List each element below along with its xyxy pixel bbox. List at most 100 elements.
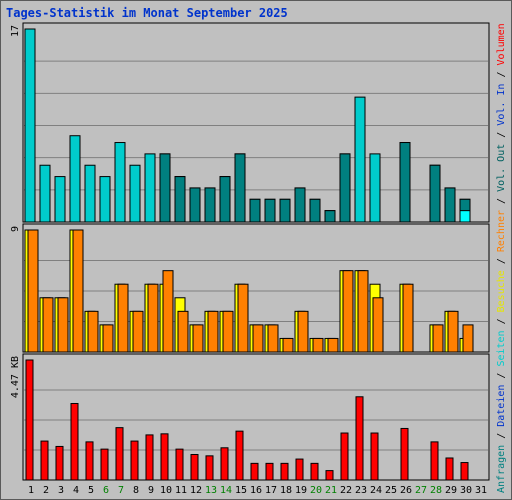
bar-sites-day-18 — [282, 337, 294, 353]
bar-files-day-10 — [159, 153, 171, 223]
day-label-17: 17 — [265, 485, 277, 496]
bar-volume-day-19 — [295, 458, 304, 481]
bar-files-day-19 — [294, 187, 306, 223]
bar-sites-day-30 — [462, 324, 474, 353]
day-label-7: 7 — [118, 485, 124, 496]
day-label-30: 30 — [460, 485, 472, 496]
bar-sites-day-29 — [447, 310, 459, 353]
bar-volume-day-11 — [175, 448, 184, 481]
bar-hits-day-5 — [84, 164, 96, 223]
ymax-label-visits: 9 — [10, 226, 21, 232]
bar-volume-day-1 — [25, 359, 34, 481]
bar-files-day-13 — [204, 187, 216, 223]
legend-entry-5: / — [496, 312, 507, 330]
legend-entry-12: Vol. In — [496, 84, 507, 126]
bar-files-day-17 — [264, 198, 276, 223]
bar-sites-day-17 — [267, 324, 279, 353]
bar-volume-day-22 — [340, 432, 349, 481]
bar-sites-day-7 — [117, 283, 129, 353]
day-label-14: 14 — [220, 485, 232, 496]
bar-files-day-28 — [429, 164, 441, 223]
bar-volume-day-8 — [130, 440, 139, 481]
bar-files-day-14 — [219, 176, 231, 223]
legend-entry-10: Vol. Out — [496, 144, 507, 192]
day-label-3: 3 — [58, 485, 64, 496]
bar-sites-day-12 — [192, 324, 204, 353]
bar-hits-day-6 — [99, 176, 111, 223]
bar-sites-day-28 — [432, 324, 444, 353]
legend-entry-7: / — [496, 252, 507, 270]
day-label-25: 25 — [385, 485, 397, 496]
bar-hits-day-9 — [144, 153, 156, 223]
day-label-24: 24 — [370, 485, 382, 496]
bar-files-day-20 — [309, 198, 321, 223]
legend-entry-4: Seiten — [496, 330, 507, 366]
bar-volume-day-23 — [355, 396, 364, 481]
bar-hits-day-4 — [69, 135, 81, 223]
day-label-15: 15 — [235, 485, 247, 496]
bar-sites-day-21 — [327, 337, 339, 353]
day-label-27: 27 — [415, 485, 427, 496]
bar-volume-day-6 — [100, 448, 109, 481]
legend-entry-9: / — [496, 192, 507, 210]
legend-entry-14: Volumen — [496, 23, 507, 65]
day-label-19: 19 — [295, 485, 307, 496]
day-label-22: 22 — [340, 485, 352, 496]
day-label-2: 2 — [43, 485, 49, 496]
bar-volume-day-28 — [430, 441, 439, 481]
bar-files-day-15 — [234, 153, 246, 223]
day-label-11: 11 — [175, 485, 187, 496]
chart-title: Tages-Statistik im Monat September 2025 — [6, 6, 288, 20]
day-label-16: 16 — [250, 485, 262, 496]
bar-volume-day-5 — [85, 441, 94, 481]
day-label-23: 23 — [355, 485, 367, 496]
bar-sites-day-20 — [312, 337, 324, 353]
bar-sites-day-6 — [102, 324, 114, 353]
legend-entry-1: / — [496, 427, 507, 445]
day-label-10: 10 — [160, 485, 172, 496]
bar-volume-day-3 — [55, 445, 64, 481]
legend-entry-2: Dateien — [496, 385, 507, 427]
day-label-29: 29 — [445, 485, 457, 496]
day-label-6: 6 — [103, 485, 109, 496]
ymax-label-requests: 17 — [10, 25, 21, 37]
bar-volume-day-2 — [40, 440, 49, 481]
legend-entry-3: / — [496, 367, 507, 385]
legend-entry-8: Rechner — [496, 210, 507, 252]
bar-volume-day-21 — [325, 470, 334, 481]
bar-hits-day-3 — [54, 176, 66, 223]
bar-sites-day-11 — [177, 310, 189, 353]
bar-files-day-29 — [444, 187, 456, 223]
legend-entry-11: / — [496, 126, 507, 144]
bar-files-day-21 — [324, 210, 336, 223]
bar-files-day-12 — [189, 187, 201, 223]
bar-volume-day-29 — [445, 457, 454, 481]
bar-sites-day-19 — [297, 310, 309, 353]
bar-volume-day-24 — [370, 432, 379, 481]
bar-volume-day-4 — [70, 402, 79, 481]
bar-sites-day-14 — [222, 310, 234, 353]
day-label-26: 26 — [400, 485, 412, 496]
bar-volume-day-15 — [235, 430, 244, 481]
bar-volume-day-20 — [310, 462, 319, 481]
bar-sites-day-13 — [207, 310, 219, 353]
bar-files-day-18 — [279, 198, 291, 223]
bar-files-day-11 — [174, 176, 186, 223]
bar-volume-day-10 — [160, 433, 169, 481]
day-label-12: 12 — [190, 485, 202, 496]
bar-volume-day-9 — [145, 434, 154, 481]
bar-sites-day-26 — [402, 283, 414, 353]
bar-volume-day-17 — [265, 462, 274, 481]
bar-sites-day-9 — [147, 283, 159, 353]
bar-sites-day-10 — [162, 270, 174, 353]
bar-sites-day-4 — [72, 229, 84, 353]
day-label-9: 9 — [148, 485, 154, 496]
bar-volume-day-16 — [250, 462, 259, 481]
bar-sites-day-16 — [252, 324, 264, 353]
bar-hits-day-7 — [114, 142, 126, 223]
bar-files-day-26 — [399, 142, 411, 223]
bar-volume-day-13 — [205, 455, 214, 481]
ymax-label-volume: 4.47 KB — [10, 356, 21, 398]
